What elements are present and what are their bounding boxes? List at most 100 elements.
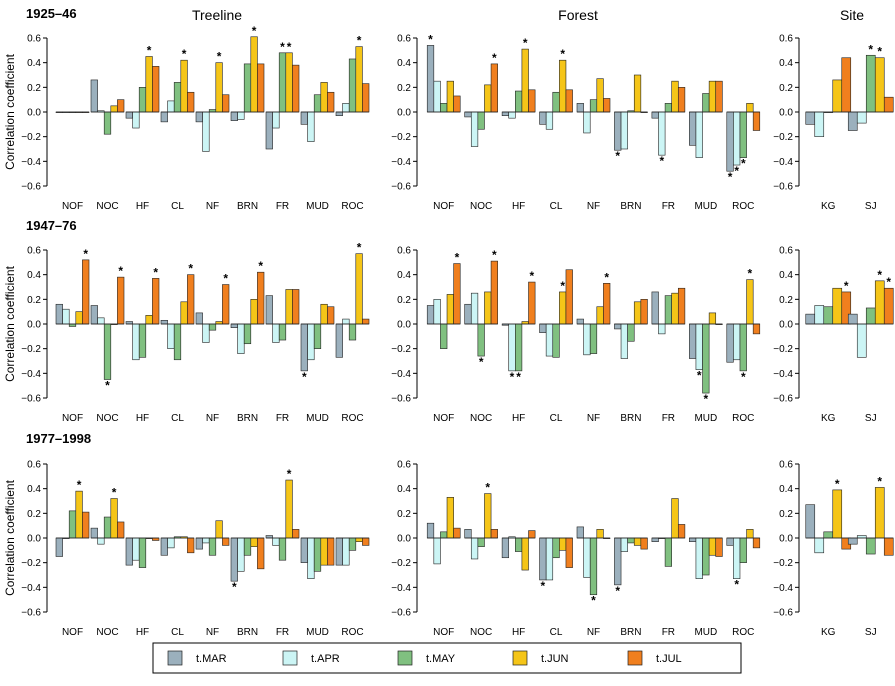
y-tick-label: −0.6 bbox=[773, 608, 793, 619]
bar-kg-t-may bbox=[823, 531, 834, 539]
significance-star: * bbox=[112, 486, 117, 500]
bar-sj-t-jun bbox=[874, 280, 885, 325]
significance-star: * bbox=[748, 267, 753, 281]
bar-hf-t-jun bbox=[145, 56, 153, 113]
bar-mud-t-jul bbox=[327, 91, 335, 113]
bar-cl-t-jul bbox=[565, 269, 573, 325]
bar-kg-t-mar bbox=[805, 111, 816, 125]
bar-brn-t-may bbox=[243, 63, 252, 113]
bar-brn-t-apr bbox=[620, 323, 628, 359]
significance-star: * bbox=[428, 32, 433, 46]
bar-hf-t-may bbox=[138, 87, 147, 113]
bar-roc-t-jul bbox=[362, 537, 370, 546]
bar-roc-t-may bbox=[739, 537, 747, 563]
bar-fr-t-mar bbox=[651, 111, 659, 119]
y-tick-label: 0.4 bbox=[397, 58, 411, 69]
bar-roc-t-jun bbox=[355, 537, 363, 543]
bar-cl-t-mar bbox=[160, 537, 168, 556]
y-tick-label: 0.2 bbox=[27, 509, 41, 520]
y-tick-label: 0.0 bbox=[27, 320, 41, 331]
bar-nof-t-jul bbox=[82, 511, 90, 539]
bar-cl-t-jul bbox=[187, 274, 195, 325]
x-tick-label-roc: ROC bbox=[341, 201, 363, 212]
bar-brn-t-apr bbox=[237, 537, 245, 572]
significance-star: * bbox=[615, 149, 620, 163]
bar-roc-t-jul bbox=[752, 537, 761, 549]
x-tick-label-cl: CL bbox=[550, 627, 563, 638]
y-tick-label: 0.4 bbox=[779, 484, 793, 495]
x-tick-label-brn: BRN bbox=[620, 413, 641, 424]
bar-noc-t-mar bbox=[464, 303, 472, 325]
significance-star: * bbox=[287, 40, 292, 54]
significance-star: * bbox=[252, 24, 257, 38]
bar-brn-t-mar bbox=[230, 323, 238, 328]
bar-noc-t-may bbox=[477, 537, 485, 547]
y-tick-label: −0.2 bbox=[21, 558, 41, 569]
significance-star: * bbox=[83, 247, 88, 261]
significance-star: * bbox=[697, 369, 702, 383]
bar-nf-t-jul bbox=[222, 537, 230, 546]
bar-noc-t-jul bbox=[117, 521, 125, 539]
legend-label-t-apr: t.APR bbox=[311, 653, 340, 665]
bar-roc-t-jun bbox=[746, 279, 754, 325]
bar-nf-t-may bbox=[208, 537, 217, 556]
y-tick-label: 0.0 bbox=[27, 534, 41, 545]
legend-label-t-jul: t.JUL bbox=[656, 653, 682, 665]
x-tick-label-hf: HF bbox=[136, 413, 149, 424]
bar-roc-t-may bbox=[739, 323, 747, 372]
bar-hf-t-jul bbox=[528, 281, 536, 325]
bar-mud-t-jun bbox=[320, 82, 328, 113]
significance-star: * bbox=[287, 467, 292, 481]
bar-noc-t-mar bbox=[464, 111, 472, 118]
bar-nf-t-jun bbox=[215, 520, 223, 539]
y-tick-label: −0.4 bbox=[391, 369, 411, 380]
y-tick-label: 0.0 bbox=[397, 534, 411, 545]
bar-nof-t-jun bbox=[75, 311, 83, 325]
y-tick-label: −0.2 bbox=[21, 132, 41, 143]
bar-fr-t-may bbox=[664, 537, 672, 567]
bar-hf-t-jun bbox=[521, 537, 529, 571]
y-tick-label: 0.2 bbox=[397, 509, 411, 520]
bar-mud-t-mar bbox=[300, 537, 308, 563]
significance-star: * bbox=[147, 44, 152, 58]
bar-noc-t-apr bbox=[97, 537, 105, 545]
y-tick-label: −0.4 bbox=[21, 369, 41, 380]
bar-mud-t-jun bbox=[708, 312, 717, 325]
bar-mud-t-mar bbox=[689, 111, 697, 146]
bar-nf-t-mar bbox=[195, 111, 203, 123]
y-tick-label: 0.0 bbox=[779, 320, 793, 331]
bar-noc-t-jul bbox=[117, 276, 125, 325]
y-tick-label: 0.6 bbox=[27, 246, 41, 257]
bar-mud-t-jun bbox=[708, 80, 717, 113]
bar-brn-t-mar bbox=[230, 537, 238, 582]
bar-brn-t-mar bbox=[614, 111, 622, 151]
bar-nf-t-jul bbox=[222, 284, 230, 325]
bar-fr-t-may bbox=[664, 295, 672, 325]
bar-roc-t-apr bbox=[733, 537, 741, 580]
bar-nf-t-mar bbox=[576, 103, 584, 113]
y-tick-label: 0.6 bbox=[27, 460, 41, 471]
bar-brn-t-jun bbox=[250, 299, 258, 325]
bar-fr-t-apr bbox=[658, 111, 666, 156]
bar-noc-t-jul bbox=[490, 63, 498, 113]
y-tick-label: 0.0 bbox=[779, 534, 793, 545]
bar-cl-t-mar bbox=[160, 319, 168, 325]
significance-star: * bbox=[523, 36, 528, 50]
x-tick-label-cl: CL bbox=[171, 413, 184, 424]
significance-star: * bbox=[357, 34, 362, 48]
bar-nf-t-mar bbox=[576, 526, 584, 539]
bar-brn-t-jul bbox=[640, 537, 648, 550]
y-tick-label: −0.6 bbox=[773, 182, 793, 193]
bar-fr-t-jul bbox=[677, 87, 686, 113]
y-tick-label: 0.4 bbox=[397, 484, 411, 495]
bar-fr-t-apr bbox=[658, 323, 666, 335]
bar-nof-t-apr bbox=[433, 299, 441, 325]
bar-brn-t-jul bbox=[640, 299, 648, 325]
bar-noc-t-apr bbox=[470, 292, 479, 325]
legend-swatch-t-jul bbox=[627, 650, 643, 666]
bar-roc-t-jun bbox=[355, 253, 363, 325]
bar-brn-t-jun bbox=[250, 537, 258, 547]
bar-hf-t-may bbox=[515, 537, 523, 552]
bar-brn-t-jun bbox=[633, 74, 642, 113]
y-tick-label: 0.2 bbox=[27, 83, 41, 94]
